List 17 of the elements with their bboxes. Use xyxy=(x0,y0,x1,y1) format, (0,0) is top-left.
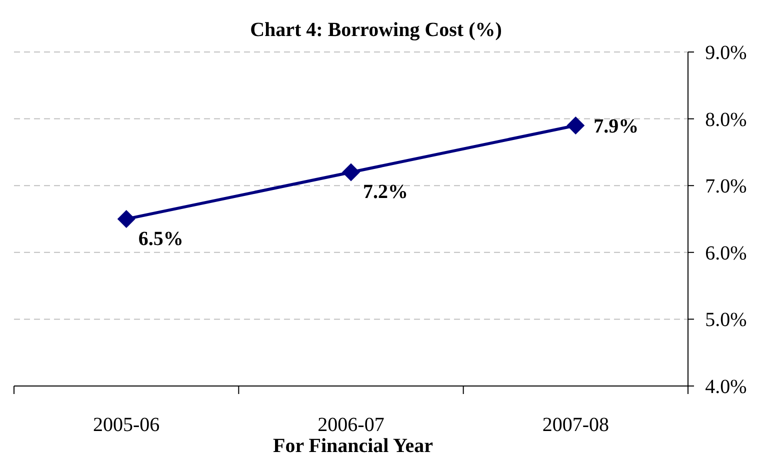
chart-title: Chart 4: Borrowing Cost (%) xyxy=(250,19,502,41)
data-label: 6.5% xyxy=(138,228,184,250)
data-label: 7.9% xyxy=(594,115,639,138)
data-label: 7.2% xyxy=(363,181,408,204)
y-tick-label: 7.0% xyxy=(705,176,747,198)
x-axis-title: For Financial Year xyxy=(273,435,434,456)
point xyxy=(342,163,360,182)
x-tick-label: 2005-06 xyxy=(92,414,160,436)
y-tick-label: 8.0% xyxy=(705,108,747,131)
y-tick-label: 5.0% xyxy=(705,309,747,332)
x-tick-label: 2006-07 xyxy=(318,414,384,436)
y-tick-label: 6.0% xyxy=(705,242,747,264)
point xyxy=(566,116,585,134)
y-tick-label: 9.0% xyxy=(705,42,747,64)
point xyxy=(117,210,136,228)
y-tick-label: 4.0% xyxy=(705,376,747,398)
x-tick-label: 2007-08 xyxy=(542,414,610,436)
